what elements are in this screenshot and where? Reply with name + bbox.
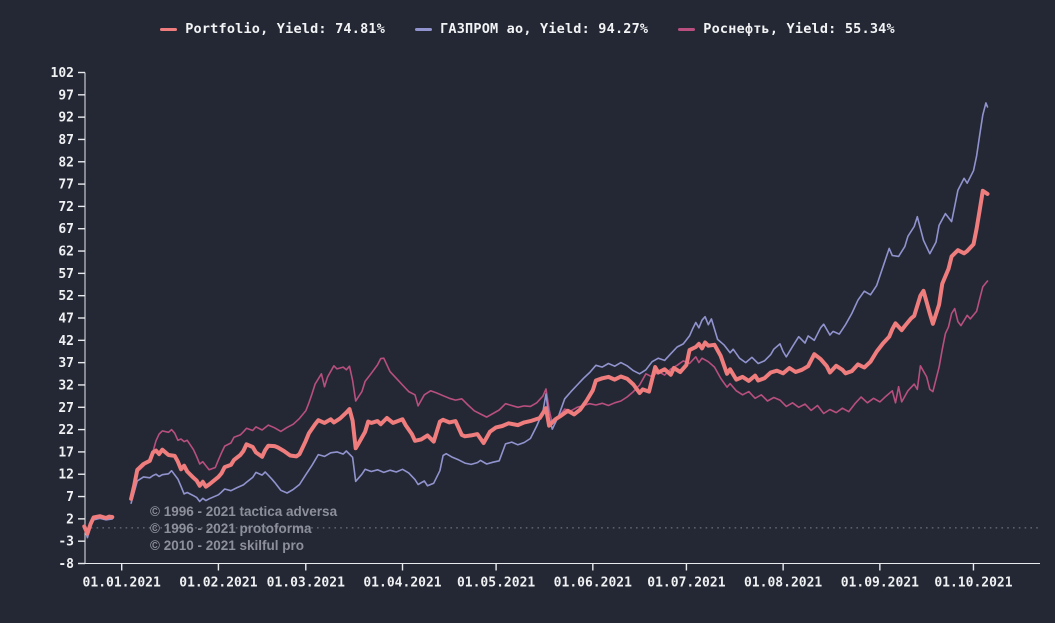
- series-line-газпром-ао: [130, 102, 989, 505]
- series-line-portfolio: [129, 188, 990, 501]
- legend-item-rosneft: Роснефть, Yield: 55.34%: [678, 21, 895, 37]
- y-tick-label: -3: [58, 535, 74, 550]
- watermark-line: © 1996 - 2021 protoforma: [150, 521, 312, 536]
- legend-label-gazprom: ГАЗПРОМ ао, Yield: 94.27%: [440, 21, 649, 37]
- gazprom-line-swatch-icon: [415, 27, 433, 31]
- x-tick-label: 01.10.2021: [934, 576, 1012, 591]
- y-tick-label: 92: [58, 111, 74, 126]
- y-tick-label: 87: [58, 133, 74, 148]
- x-tick-label: 01.05.2021: [457, 576, 535, 591]
- y-tick-label: 52: [58, 289, 74, 304]
- chart-legend: Portfolio, Yield: 74.81% ГАЗПРОМ ао, Yie…: [0, 21, 1055, 37]
- watermark-line: © 2010 - 2021 skilful pro: [150, 538, 305, 553]
- legend-label-rosneft: Роснефть, Yield: 55.34%: [703, 21, 895, 37]
- x-tick-label: 01.07.2021: [647, 576, 725, 591]
- y-tick-label: 27: [58, 401, 74, 416]
- watermarks: © 1996 - 2021 tactica adversa © 1996 - 2…: [150, 503, 337, 554]
- legend-label-portfolio: Portfolio, Yield: 74.81%: [185, 21, 386, 37]
- x-tick-label: 01.01.2021: [83, 576, 161, 591]
- x-tick-label: 01.04.2021: [363, 576, 441, 591]
- y-tick-label: 32: [58, 378, 74, 393]
- rosneft-line-swatch-icon: [678, 27, 696, 31]
- x-tick-label: 01.02.2021: [179, 576, 257, 591]
- y-tick-label: 82: [58, 155, 74, 170]
- y-tick-label: 67: [58, 222, 74, 237]
- y-tick-label: 37: [58, 356, 74, 371]
- x-tick-label: 01.06.2021: [554, 576, 632, 591]
- y-tick-label: 77: [58, 178, 74, 193]
- y-tick-label: 47: [58, 312, 74, 327]
- y-tick-label: 42: [58, 334, 74, 349]
- y-tick-label: 7: [66, 490, 74, 505]
- y-tick-label: 22: [58, 423, 74, 438]
- y-tick-label: 72: [58, 200, 74, 215]
- y-tick-label: 2: [66, 512, 74, 527]
- y-tick-label: 62: [58, 245, 74, 260]
- y-tick-label: 17: [58, 445, 74, 460]
- legend-item-gazprom: ГАЗПРОМ ао, Yield: 94.27%: [415, 21, 648, 37]
- y-tick-label: 57: [58, 267, 74, 282]
- series-line-роснефть: [130, 280, 989, 498]
- legend-item-portfolio: Portfolio, Yield: 74.81%: [160, 21, 385, 37]
- y-tick-label: 102: [51, 66, 74, 81]
- series-line-portfolio: [82, 514, 115, 536]
- portfolio-line-swatch-icon: [160, 27, 178, 31]
- y-tick-label: 97: [58, 88, 74, 103]
- y-tick-label: -8: [58, 557, 74, 572]
- watermark-line: © 1996 - 2021 tactica adversa: [150, 504, 338, 519]
- y-tick-label: 12: [58, 468, 74, 483]
- x-tick-label: 01.09.2021: [841, 576, 919, 591]
- x-tick-label: 01.08.2021: [744, 576, 822, 591]
- x-tick-label: 01.03.2021: [267, 576, 345, 591]
